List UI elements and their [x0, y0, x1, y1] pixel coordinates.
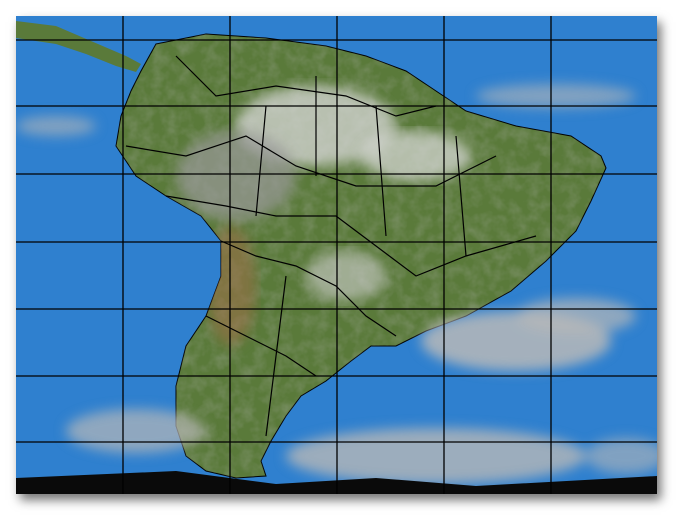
satellite-map: [16, 16, 657, 494]
satellite-image: [16, 16, 657, 494]
central-america: [16, 21, 141, 72]
political-borders: [125, 55, 537, 437]
lat-lon-grid: [16, 16, 657, 494]
